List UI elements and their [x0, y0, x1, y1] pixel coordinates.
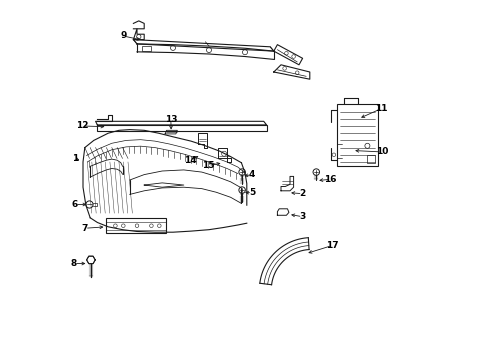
Text: 2: 2 [299, 189, 306, 198]
Text: 4: 4 [249, 170, 255, 179]
Circle shape [313, 169, 319, 175]
Bar [368, 155, 375, 163]
Text: 5: 5 [249, 188, 255, 197]
Text: 3: 3 [299, 212, 306, 221]
Text: 12: 12 [76, 122, 89, 130]
Text: 13: 13 [165, 115, 177, 124]
Text: 14: 14 [184, 156, 196, 165]
Bar [106, 218, 166, 233]
Text: 9: 9 [120, 31, 126, 40]
Text: 11: 11 [375, 104, 387, 113]
Text: 7: 7 [82, 224, 88, 233]
Text: 16: 16 [324, 175, 337, 184]
Text: 1: 1 [72, 154, 78, 163]
Bar [337, 104, 378, 166]
Text: 6: 6 [72, 200, 78, 209]
Circle shape [239, 187, 245, 193]
Text: 10: 10 [376, 148, 388, 156]
Bar [98, 125, 267, 131]
Text: 8: 8 [71, 259, 77, 268]
Polygon shape [87, 256, 95, 264]
Circle shape [86, 201, 93, 208]
Text: 15: 15 [202, 161, 215, 170]
Bar [143, 46, 151, 51]
Circle shape [239, 169, 245, 175]
Text: 17: 17 [326, 241, 339, 250]
